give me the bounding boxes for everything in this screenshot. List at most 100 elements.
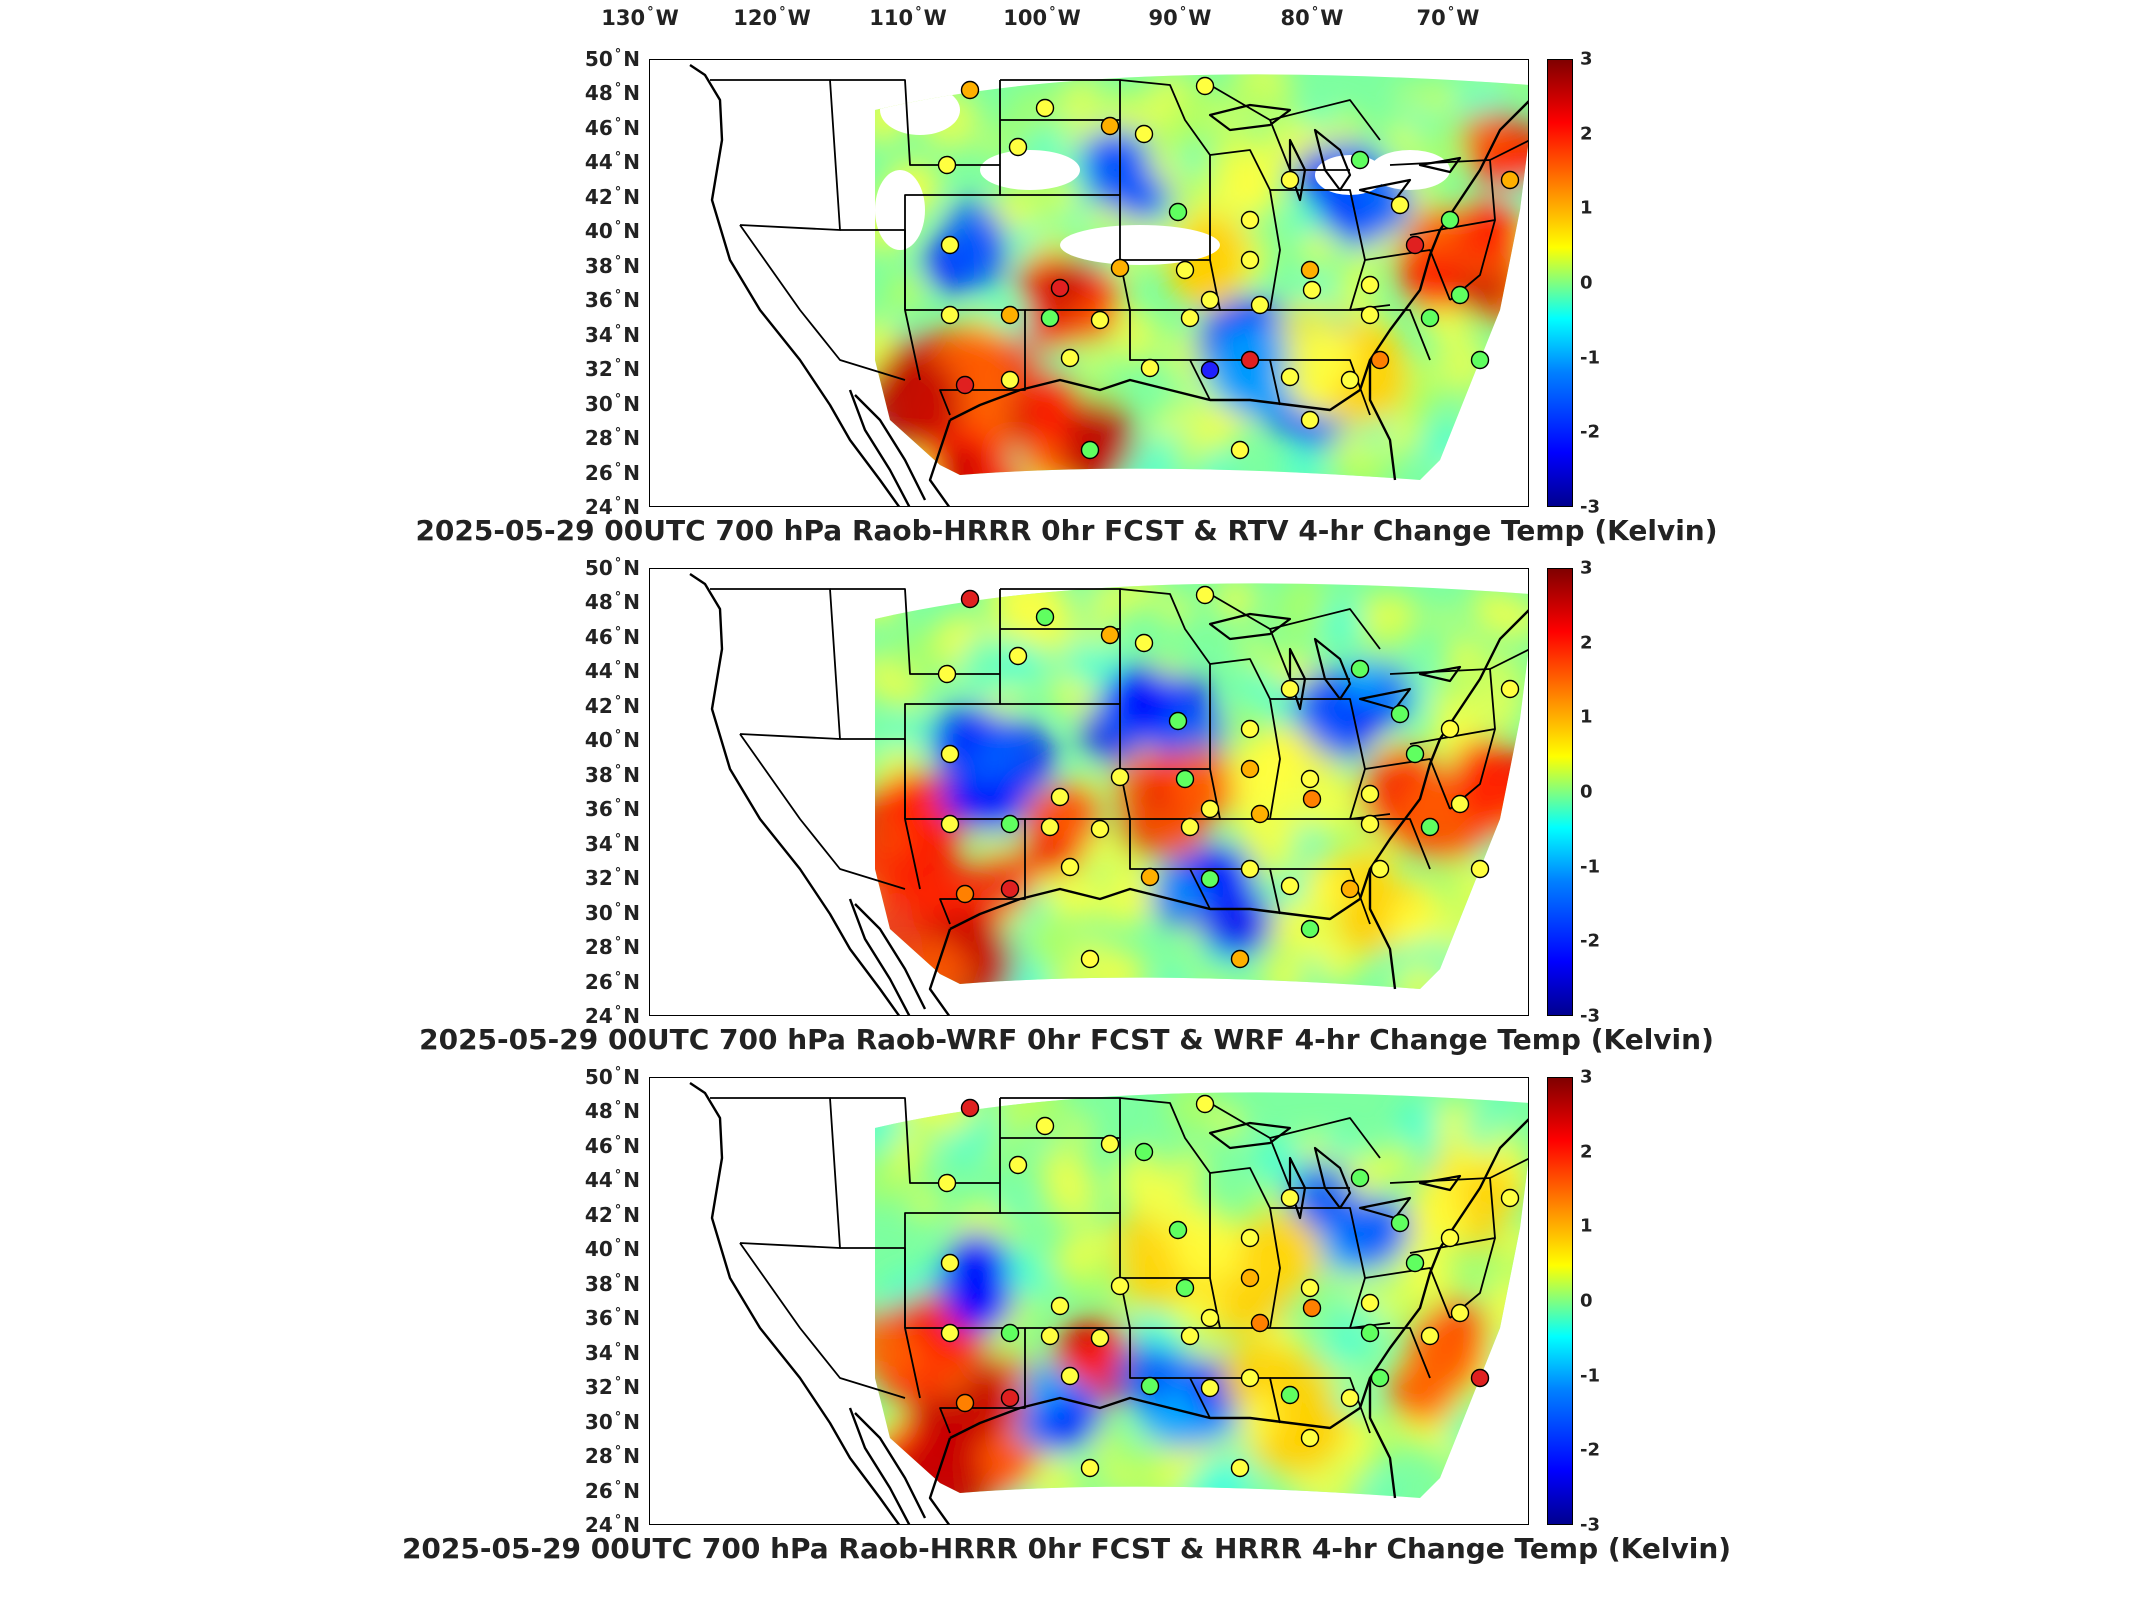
colorbar-tick-label: 1 bbox=[1580, 706, 1593, 728]
lat-tick-label: 32 ° N bbox=[570, 357, 640, 381]
raob-station-marker bbox=[1175, 769, 1195, 789]
field-anomaly bbox=[1032, 407, 1072, 447]
raob-station-marker bbox=[1100, 1134, 1120, 1154]
raob-station-marker bbox=[1360, 1323, 1380, 1343]
colorbar-tick-label: 3 bbox=[1580, 48, 1593, 70]
raob-station-marker bbox=[1500, 170, 1520, 190]
field-speckle bbox=[910, 1193, 940, 1222]
state-boundary bbox=[905, 818, 1026, 925]
degree-symbol: ° bbox=[614, 1409, 622, 1425]
raob-station-marker bbox=[955, 884, 975, 904]
field-speckle bbox=[1492, 927, 1528, 983]
hemisphere: N bbox=[623, 1004, 640, 1028]
state-boundary bbox=[1119, 79, 1211, 260]
raob-station-marker bbox=[1420, 817, 1440, 837]
state-boundary bbox=[1489, 648, 1528, 670]
raob-station-marker bbox=[1110, 258, 1130, 278]
hemisphere: W bbox=[1057, 6, 1081, 30]
raob-station-marker bbox=[1000, 814, 1020, 834]
state-boundary bbox=[1270, 1207, 1366, 1329]
lon-tick-label: 130 °W bbox=[601, 5, 679, 30]
field-anomaly bbox=[1513, 751, 1528, 801]
raob-station-marker bbox=[1000, 370, 1020, 390]
raob-station-marker bbox=[1280, 1188, 1300, 1208]
raob-stations bbox=[937, 1094, 1520, 1478]
field-speckle bbox=[1165, 968, 1195, 989]
raob-station-marker bbox=[1405, 1253, 1425, 1273]
field-speckle bbox=[1252, 1137, 1306, 1191]
lat-tick-label: 38 ° N bbox=[570, 1272, 640, 1296]
field-speckle bbox=[1066, 1116, 1093, 1143]
hemisphere: N bbox=[623, 495, 640, 519]
map-panel-hrrr: 50 ° N 48 ° N 46 ° N 44 ° N 42 ° N 40 ° N 38 ° N 36 ° N 34 ° N 32 ° N… bbox=[0, 1058, 2133, 1570]
lat-tick-label: 30 ° N bbox=[570, 901, 640, 925]
raob-station-marker bbox=[1240, 759, 1260, 779]
degree-symbol: ° bbox=[614, 1375, 622, 1391]
coord-value: 30 bbox=[584, 1409, 613, 1434]
raob-station-marker bbox=[940, 1323, 960, 1343]
raob-station-marker bbox=[1008, 646, 1028, 666]
field-anomaly bbox=[1171, 1219, 1237, 1284]
field-speckle bbox=[1492, 1393, 1528, 1458]
raob-station-marker bbox=[1080, 949, 1100, 969]
lat-tick-label: 50 ° N bbox=[570, 1065, 640, 1089]
field-speckle bbox=[891, 1127, 931, 1167]
field-speckle bbox=[988, 185, 1037, 234]
field-speckle bbox=[1282, 447, 1324, 480]
raob-station-marker bbox=[1080, 440, 1100, 460]
field-speckle bbox=[1060, 76, 1104, 120]
degree-symbol: ° bbox=[614, 1168, 622, 1184]
field-speckle bbox=[1515, 1337, 1528, 1365]
map-frame bbox=[649, 1077, 1529, 1525]
raob-station-marker bbox=[1200, 360, 1220, 380]
field-speckle bbox=[1048, 183, 1077, 213]
state-boundary bbox=[1270, 698, 1366, 820]
map-panel-wrf: 50 ° N 48 ° N 46 ° N 44 ° N 42 ° N 40 ° N 38 ° N 36 ° N 34 ° N 32 ° N… bbox=[0, 549, 2133, 1061]
state-boundary bbox=[1270, 189, 1366, 311]
coord-value: 48 bbox=[584, 81, 613, 106]
state-boundary bbox=[1269, 608, 1381, 650]
field-speckle bbox=[1479, 396, 1528, 460]
raob-station-marker bbox=[1090, 819, 1110, 839]
state-boundary bbox=[840, 1247, 921, 1399]
coord-value: 70 bbox=[1416, 6, 1446, 30]
degree-symbol: ° bbox=[614, 935, 622, 951]
coord-value: 42 bbox=[584, 693, 613, 718]
state-boundary bbox=[739, 733, 906, 890]
missing-data-gap bbox=[875, 170, 925, 250]
great-lake-outline bbox=[1313, 1146, 1352, 1210]
field-speckle bbox=[880, 1092, 909, 1114]
state-boundary bbox=[1129, 819, 1211, 910]
raob-station-marker bbox=[1450, 794, 1470, 814]
field-speckle bbox=[875, 583, 899, 624]
degree-symbol: ° bbox=[614, 426, 622, 442]
coord-value: 110 bbox=[869, 6, 914, 30]
map-frame bbox=[649, 59, 1529, 507]
coord-value: 44 bbox=[584, 150, 613, 175]
raob-station-marker bbox=[1250, 804, 1270, 824]
lat-tick-label: 24 ° N bbox=[570, 495, 640, 519]
raob-station-marker bbox=[1000, 879, 1020, 899]
colorbar-tick-label: -3 bbox=[1580, 1005, 1600, 1027]
colorbar-tick-label: 0 bbox=[1580, 272, 1593, 294]
field-speckle bbox=[1461, 402, 1505, 445]
raob-station-marker bbox=[1050, 278, 1070, 298]
lat-tick-label: 42 ° N bbox=[570, 694, 640, 718]
field-anomaly bbox=[1105, 665, 1176, 736]
degree-symbol: ° bbox=[614, 831, 622, 847]
coastline bbox=[1368, 1118, 1528, 1499]
coord-value: 26 bbox=[584, 1478, 613, 1503]
field-anomaly bbox=[1057, 399, 1136, 477]
great-lake-outline bbox=[1358, 1196, 1412, 1220]
raob-station-marker bbox=[1134, 1142, 1154, 1162]
state-boundary bbox=[1269, 99, 1381, 141]
coord-value: 46 bbox=[584, 624, 613, 649]
raob-station-marker bbox=[1008, 1155, 1028, 1175]
raob-station-marker bbox=[1195, 585, 1215, 605]
lat-tick-label: 50 ° N bbox=[570, 556, 640, 580]
field-speckle bbox=[1481, 886, 1528, 938]
raob-station-marker bbox=[937, 1173, 957, 1193]
hemisphere: N bbox=[623, 1168, 640, 1193]
lat-tick-label: 30 ° N bbox=[570, 1410, 640, 1434]
field-speckle bbox=[1512, 1373, 1528, 1396]
